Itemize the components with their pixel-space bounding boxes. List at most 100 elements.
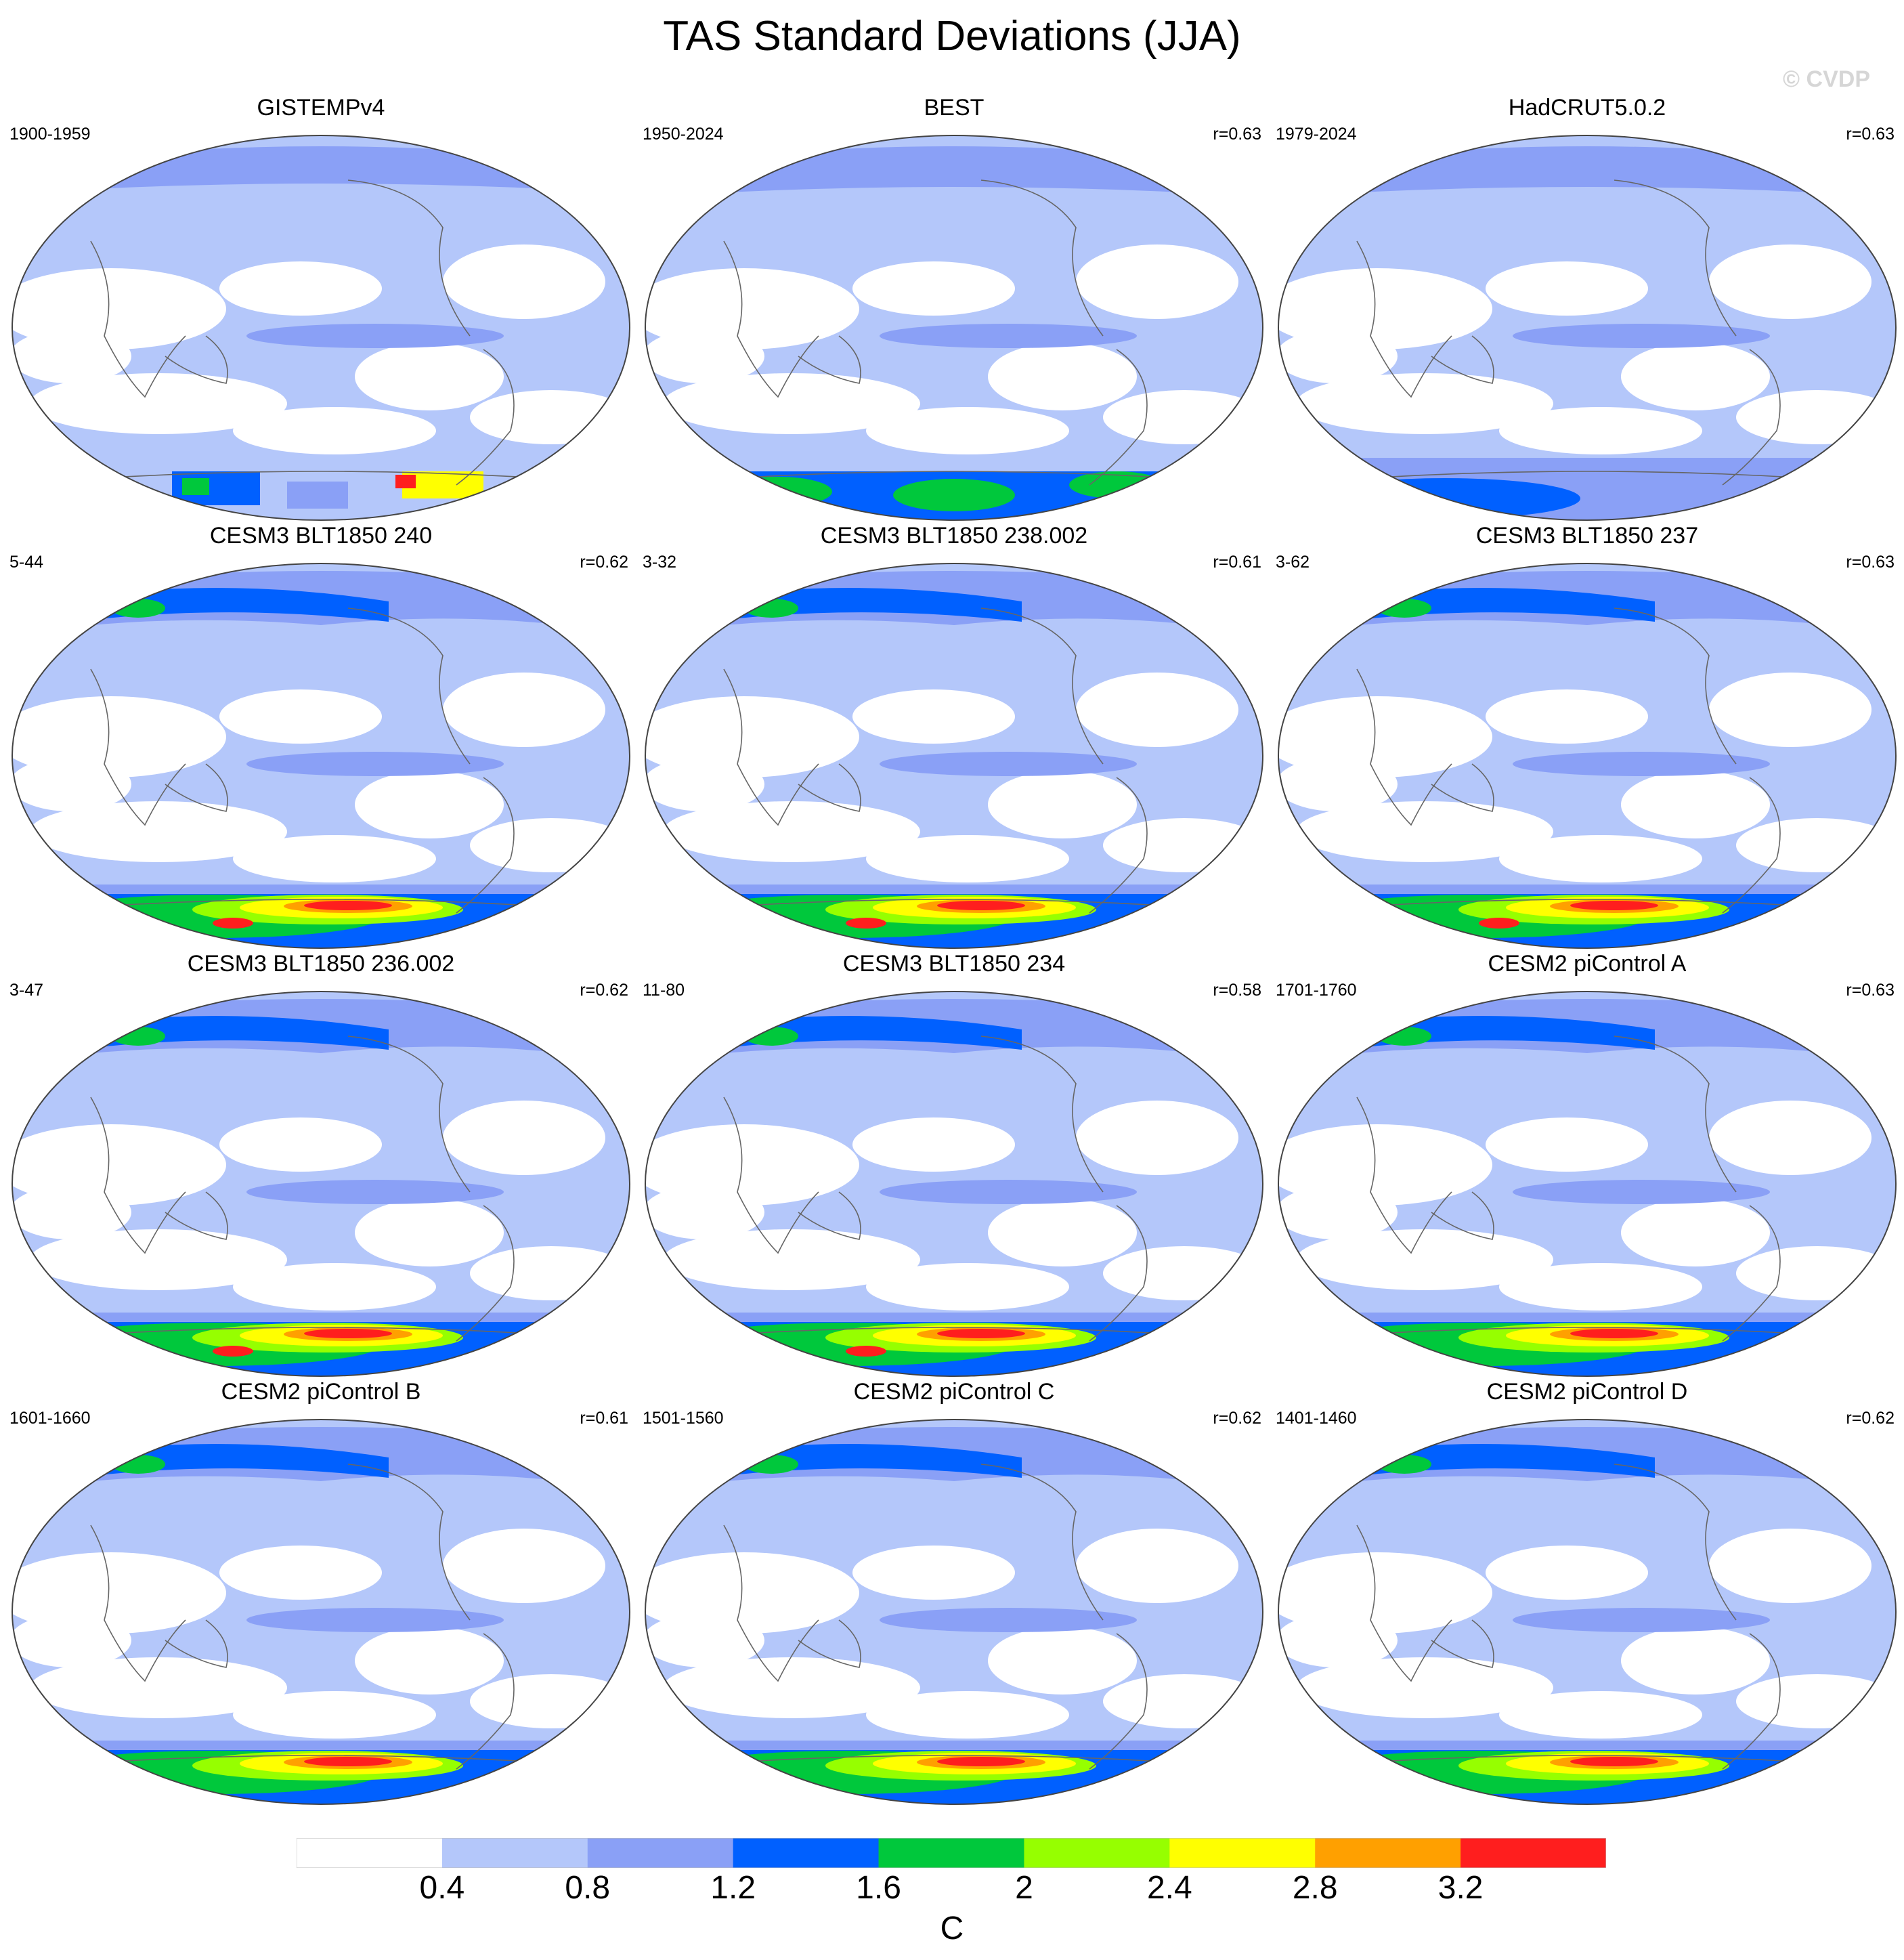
panel-correlation-label: r=0.63 — [1846, 125, 1895, 144]
colorbar-segment — [733, 1838, 880, 1868]
coastline-australia — [798, 335, 861, 384]
low-variance-region — [866, 1263, 1069, 1311]
coastline-asia — [1356, 240, 1452, 398]
map-outline — [645, 991, 1263, 1377]
world-map — [645, 563, 1263, 949]
colorbar-segment — [1315, 1838, 1461, 1868]
coastline-asia — [1356, 1096, 1452, 1254]
low-variance-region — [219, 1117, 382, 1172]
panel-period-label: 11-80 — [643, 981, 685, 1000]
panel-title: CESM3 BLT1850 237 — [1475, 523, 1699, 549]
colorbar-tick-label: 2.8 — [1292, 1870, 1338, 1906]
low-variance-region — [866, 1691, 1069, 1739]
low-variance-region — [12, 696, 226, 777]
map-outline — [1278, 563, 1897, 949]
world-map — [12, 135, 630, 521]
antarctic-red — [304, 1329, 392, 1338]
pacific-variance-band — [1513, 752, 1770, 776]
colorbar-tick-label: 0.4 — [419, 1870, 465, 1906]
panel-correlation-label: r=0.61 — [580, 1409, 628, 1428]
low-variance-region — [852, 261, 1015, 316]
pacific-variance-band — [246, 1180, 504, 1204]
map-panel: CESM3 BLT1850 236.002 3-47 r=0.62 — [9, 951, 632, 1379]
northern-peak — [111, 1455, 165, 1474]
coastline-north-america — [980, 1464, 1104, 1621]
low-variance-region — [988, 1627, 1137, 1695]
coastline-australia — [1431, 763, 1494, 812]
coastline-australia — [798, 763, 861, 812]
panel-correlation-label: r=0.62 — [1846, 1409, 1895, 1428]
panel-title: CESM2 piControl A — [1488, 951, 1687, 977]
coastline-south-america — [456, 1205, 515, 1342]
colorbar-tick-label: 2 — [1015, 1870, 1033, 1906]
low-variance-region — [30, 1229, 287, 1290]
coastline-australia — [165, 335, 228, 384]
low-variance-region — [988, 771, 1137, 838]
antarctic-red — [937, 1329, 1025, 1338]
coastline-south-america — [456, 777, 515, 914]
coastline-north-america — [1614, 179, 1737, 337]
panel-title: HadCRUT5.0.2 — [1508, 95, 1666, 121]
low-variance-region — [12, 757, 131, 811]
low-variance-region — [1486, 1117, 1648, 1172]
low-variance-region — [1709, 1529, 1871, 1603]
coastline-australia — [165, 763, 228, 812]
pacific-variance-band — [880, 1180, 1137, 1204]
map-outline — [645, 1419, 1263, 1805]
low-variance-region — [233, 407, 436, 454]
world-map — [1278, 563, 1897, 949]
low-variance-region — [1278, 268, 1492, 349]
antarctic-red — [304, 901, 392, 910]
coastline-asia — [723, 668, 819, 826]
low-variance-region — [1621, 771, 1770, 838]
map-outline — [1278, 991, 1897, 1377]
low-variance-region — [988, 343, 1137, 410]
low-variance-region — [219, 1546, 382, 1600]
low-variance-region — [12, 329, 131, 383]
pacific-variance-band — [246, 324, 504, 348]
coastline-north-america — [1614, 608, 1737, 765]
coastline-asia — [723, 1096, 819, 1254]
low-variance-region — [233, 835, 436, 882]
low-variance-region — [1278, 329, 1398, 383]
low-variance-region — [1278, 1124, 1492, 1206]
panel-correlation-label: r=0.63 — [1846, 981, 1895, 1000]
world-map — [1278, 135, 1897, 521]
coastline-australia — [1431, 1619, 1494, 1668]
antarctic-red — [1570, 901, 1658, 910]
pacific-variance-band — [880, 752, 1137, 776]
low-variance-region — [1296, 801, 1553, 862]
pacific-variance-band — [1513, 1608, 1770, 1632]
coastline-south-america — [1089, 1205, 1148, 1342]
panel-correlation-label: r=0.63 — [1213, 125, 1261, 144]
low-variance-region — [852, 1546, 1015, 1600]
map-panel: CESM3 BLT1850 237 3-62 r=0.63 — [1276, 523, 1899, 951]
coastline-australia — [165, 1191, 228, 1240]
map-outline — [645, 563, 1263, 949]
northern-peak — [111, 599, 165, 618]
colorbar-segment — [1169, 1838, 1316, 1868]
panel-period-label: 1701-1760 — [1276, 981, 1357, 1000]
low-variance-region — [1296, 1657, 1553, 1718]
coastline-asia — [1356, 1525, 1452, 1682]
panel-period-label: 1601-1660 — [9, 1409, 91, 1428]
coastline-south-america — [1089, 349, 1148, 486]
coastline-north-america — [347, 179, 471, 337]
map-panel: CESM3 BLT1850 240 5-44 r=0.62 — [9, 523, 632, 951]
pacific-variance-band — [246, 752, 504, 776]
panel-correlation-label: r=0.58 — [1213, 981, 1261, 1000]
pacific-variance-band — [1513, 1180, 1770, 1204]
panel-period-label: 1979-2024 — [1276, 125, 1357, 144]
low-variance-region — [645, 1124, 859, 1206]
low-variance-region — [1499, 1691, 1702, 1739]
coastline-south-america — [456, 1633, 515, 1770]
low-variance-region — [852, 1117, 1015, 1172]
pacific-variance-band — [1513, 324, 1770, 348]
panel-title: CESM3 BLT1850 240 — [209, 523, 433, 549]
coastline-north-america — [347, 608, 471, 765]
coastline-asia — [1356, 668, 1452, 826]
map-panel: CESM3 BLT1850 234 11-80 r=0.58 — [643, 951, 1265, 1379]
low-variance-region — [1278, 757, 1398, 811]
low-variance-region — [1278, 1185, 1398, 1239]
low-variance-region — [443, 673, 605, 747]
